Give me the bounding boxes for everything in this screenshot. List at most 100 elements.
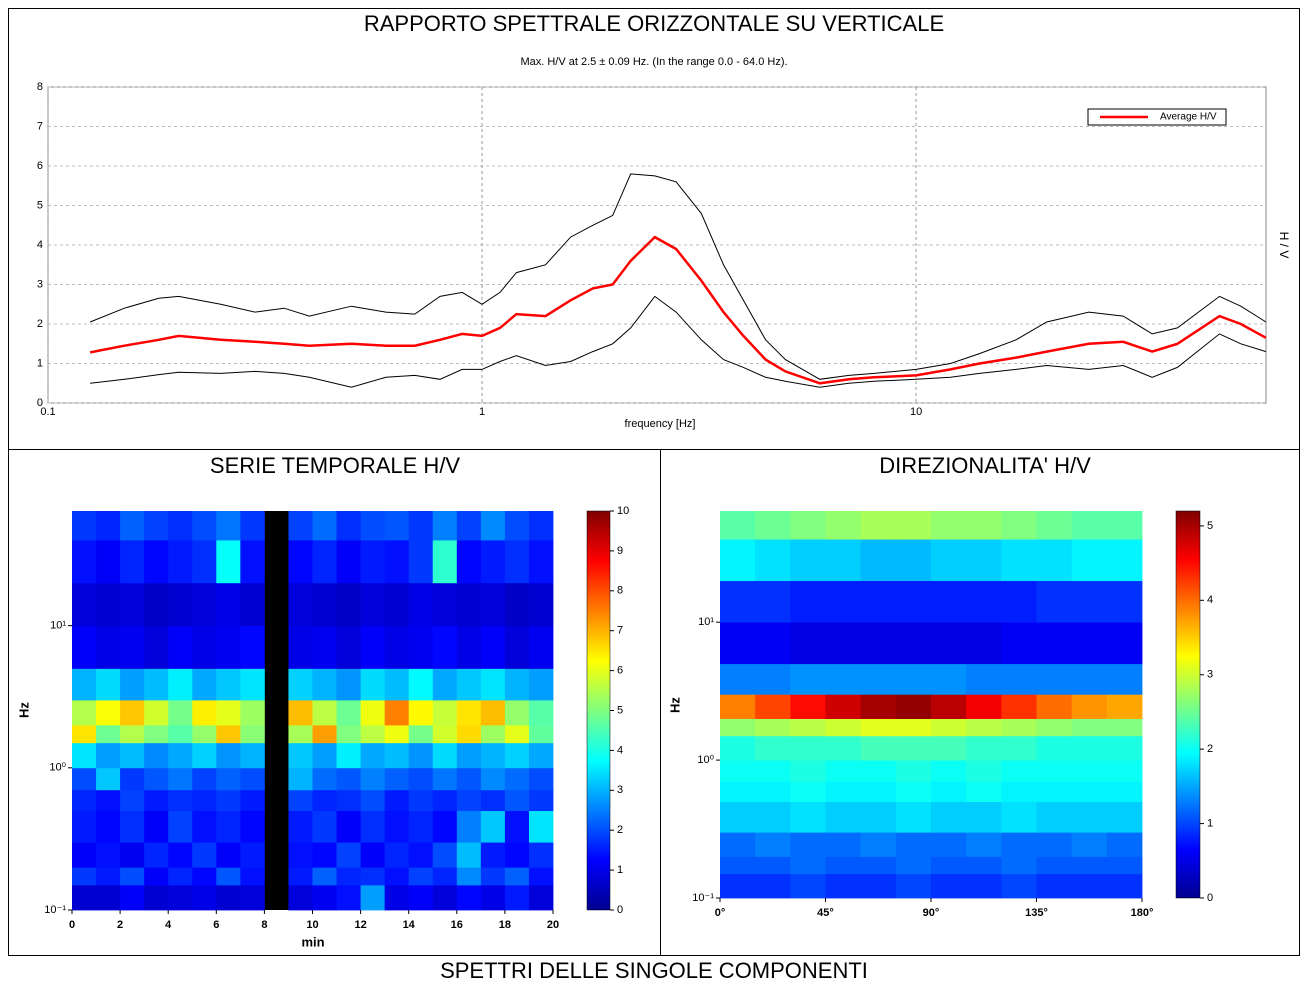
heat-cell [720,832,756,857]
heat-cell [384,725,410,744]
caption: SPETTRI DELLE SINGOLE COMPONENTI [440,958,868,983]
heat-cell [1071,663,1108,695]
chart-title: RAPPORTO SPETTRALE ORIZZONTALE SU VERTIC… [364,11,944,36]
heat-cell [312,789,337,812]
heat-cell [480,867,506,886]
colorbar-tick-label: 10 [617,505,629,517]
heat-cell [312,725,337,744]
heat-cell [755,511,791,540]
heat-cell [168,699,193,726]
heat-cell [1106,856,1143,875]
heat-cell [432,842,458,868]
heat-cell [144,725,169,744]
heat-cell [860,663,897,695]
y-tick-label: 10¹ [50,620,66,632]
heat-cell [240,511,265,541]
heat-cell [240,867,265,886]
heat-cell [432,867,458,886]
heat-cell [288,884,313,911]
heat-cell [860,580,897,623]
heat-cell [72,842,97,868]
heat-cell [895,760,932,782]
heat-cell [720,718,756,737]
heat-cell [1071,801,1108,833]
heat-cell [144,842,169,868]
colorbar-tick-label: 2 [617,824,623,836]
colorbar-tick-label: 8 [617,585,623,597]
heat-cell [1106,580,1143,623]
heat-cell [825,735,862,761]
heat-cell [72,742,97,769]
heat-cell [144,884,169,911]
y-axis-label: Hz [16,702,31,718]
colorbar-tick-label: 4 [1207,594,1213,606]
heat-cell [1106,663,1143,695]
heat-cell [312,810,337,843]
heat-cell [168,842,193,868]
heat-cell [168,625,193,669]
heat-cell [288,767,313,791]
heat-cell [96,789,121,812]
x-tick-label: 10 [910,406,922,418]
heat-cell [456,625,482,669]
colorbar-tick-label: 0 [617,904,623,916]
heat-cell [895,873,932,899]
heat-cell [408,511,434,541]
heat-cell [408,767,434,791]
heat-cell [432,725,458,744]
heat-cell [216,842,241,868]
heat-cell [288,699,313,726]
heat-cell [1071,580,1108,623]
y-tick-label: 10⁻¹ [44,904,66,916]
heat-cell [1071,735,1108,761]
heat-cell [480,511,506,541]
heat-cell [192,668,217,701]
heat-cell [312,867,337,886]
heat-cell [966,539,1002,582]
heat-cell [931,718,967,737]
heat-cell [1071,539,1108,582]
heat-cell [1106,694,1143,719]
heat-cell [384,625,410,669]
heat-cell [755,718,791,737]
heat-cell [96,767,121,791]
heat-cell [288,842,313,868]
heat-cell [240,582,265,627]
heat-cell [966,801,1002,833]
heat-cell [360,582,386,627]
heat-cell [192,789,217,812]
heat-cell [312,767,337,791]
colorbar-tick-label: 1 [617,864,623,876]
heat-cell [432,789,458,812]
heat-cell [720,760,756,782]
heat-cell [1036,781,1073,803]
heat-cell [1001,781,1037,803]
heat-cell [192,540,217,584]
heat-cell [825,663,862,695]
heat-cell [240,668,265,701]
heat-cell [192,742,217,769]
y-tick-label: 10⁰ [49,762,66,774]
heat-cell [504,842,530,868]
heat-cell [755,801,791,833]
heat-cell [216,810,241,843]
heat-cell [755,694,791,719]
heat-cell [432,742,458,769]
heat-cell [931,580,967,623]
heat-cell [860,694,897,719]
heat-cell [1001,694,1037,719]
heat-cell [860,781,897,803]
heat-cell [96,810,121,843]
heat-cell [528,625,554,669]
colorbar [1175,510,1201,899]
heat-cell [1036,760,1073,782]
heat-cell [966,694,1002,719]
x-tick-label: 14 [403,919,416,931]
heat-cell [360,789,386,812]
heat-cell [240,810,265,843]
heat-cell [288,511,313,541]
heat-cell [504,725,530,744]
heat-cell [384,842,410,868]
heat-cell [1071,760,1108,782]
heat-cell [408,699,434,726]
